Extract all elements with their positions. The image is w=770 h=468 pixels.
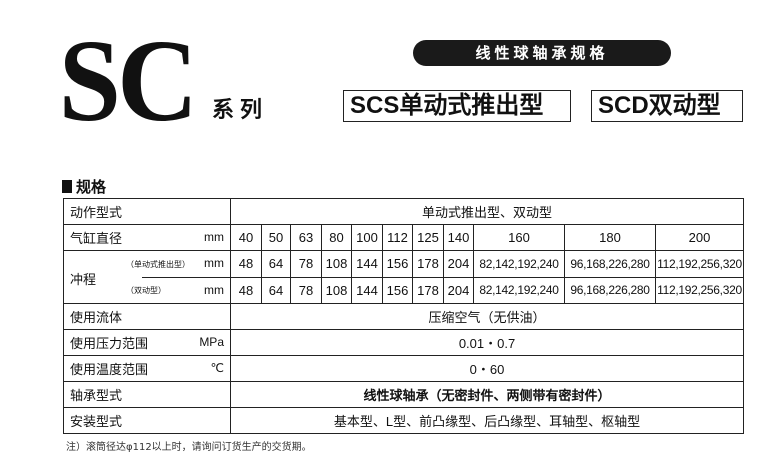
value-cell: 80 [321,224,352,251]
value-cell: 125 [412,224,444,251]
value-cell: 144 [351,250,383,278]
value-cell: 204 [443,276,474,304]
value-cell: 180 [564,224,656,251]
value-cell: 64 [261,250,291,278]
value-cell: 204 [443,250,474,278]
value-cell: 156 [382,276,413,304]
value-cell: 108 [321,250,352,278]
series-label: 系列 [212,98,269,123]
value-cell: 108 [321,276,352,304]
value-cell: 178 [412,250,444,278]
value-cell: 50 [261,224,291,251]
row-action-type: 动作型式 单动式推出型、双动型 [63,198,744,225]
row-bearing: 轴承型式 线性球轴承（无密封件、两侧带有密封件） [63,381,744,408]
row-bore: 气缸直径 mm 40 50 63 80 100 112 125 140 160 180 200 [63,224,744,251]
value-cell: 78 [290,276,322,304]
spec-table: 动作型式 单动式推出型、双动型 气缸直径 mm 40 50 63 80 100 112 125 14… [63,198,744,434]
value-cell: 112,192,256,320 [655,250,744,278]
value-cell: 160 [473,224,565,251]
value-cell: 78 [290,250,322,278]
scs-type-label: SCS单动式推出型 [343,90,571,122]
value-cell: 48 [230,250,262,278]
value-cell: 82,142,192,240 [473,276,565,304]
spec-banner: 线性球轴承规格 [413,40,671,66]
row-temperature: 使用温度范围 ℃ 0・60 [63,355,744,382]
value-cell: 40 [230,224,262,251]
value-cell: 112 [382,224,413,251]
value-cell: 64 [261,276,291,304]
value-cell: 96,168,226,280 [564,250,656,278]
value-cell: 140 [443,224,474,251]
value-cell: 200 [655,224,744,251]
row-stroke-single: 冲程 （单动式推出型） mm （双动型） mm 48 64 78 108 144 156 178 204… [63,250,744,304]
footnote: 注）滚筒径达φ112以上时，请询问订货生产的交货期。 [66,442,312,453]
row-fluid: 使用流体 压缩空气（无供油） [63,303,744,330]
value-cell: 96,168,226,280 [564,276,656,304]
row-pressure: 使用压力范围 MPa 0.01・0.7 [63,329,744,356]
square-bullet-icon [62,180,72,193]
row-stroke-double: 48 64 78 108 144 156 178 204 82,142,192,240 96,16… [64,276,744,304]
value-cell: 178 [412,276,444,304]
sc-logo: SC [58,15,198,146]
value-cell: 63 [290,224,322,251]
value-cell: 156 [382,250,413,278]
value-cell: 144 [351,276,383,304]
scd-type-label: SCD双动型 [591,90,743,122]
value-cell: 100 [351,224,383,251]
section-title: 规格 [62,176,106,197]
value-cell: 82,142,192,240 [473,250,565,278]
value-cell: 112,192,256,320 [655,276,744,304]
row-mounting: 安装型式 基本型、L型、前凸缘型、后凸缘型、耳轴型、枢轴型 [63,407,744,434]
value-cell: 48 [230,276,262,304]
